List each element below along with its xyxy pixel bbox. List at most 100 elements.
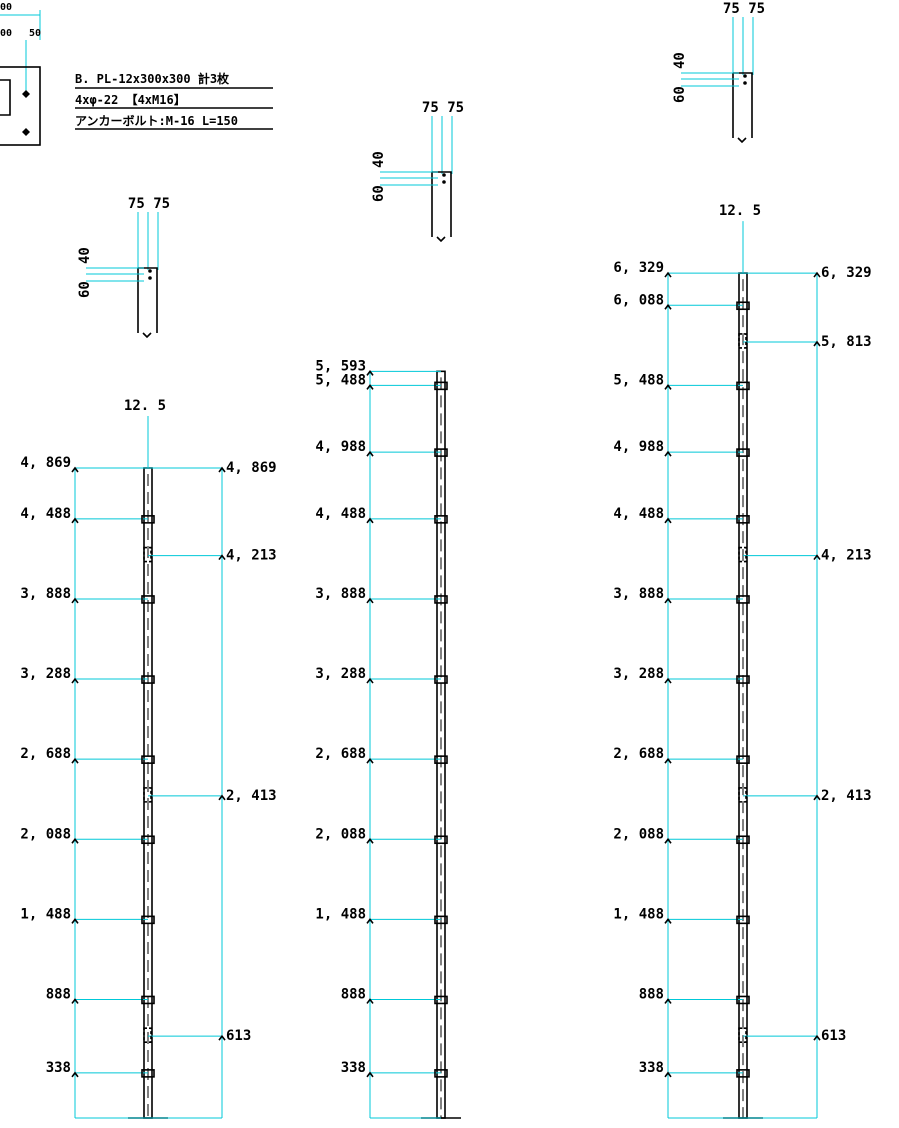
bolt <box>148 269 152 273</box>
post <box>732 72 753 144</box>
arrow <box>71 677 79 684</box>
arrow <box>71 517 79 524</box>
connector <box>736 515 750 524</box>
connector <box>434 515 448 524</box>
connector <box>141 915 155 925</box>
bracket <box>738 546 747 563</box>
level-label: 4, 869 <box>226 460 277 476</box>
level-label: 6, 329 <box>821 265 872 281</box>
level-label: 5, 593 <box>315 358 366 374</box>
level-label: 6, 088 <box>613 292 664 308</box>
bolt <box>148 276 152 280</box>
level-label: 1, 488 <box>315 906 366 922</box>
bracket <box>738 333 747 349</box>
bolt <box>743 81 747 85</box>
dim-text: 40 <box>672 52 688 69</box>
dim-text: 00 <box>0 28 12 39</box>
arrow <box>218 1034 226 1041</box>
dim-text: 40 <box>371 151 387 168</box>
arrow <box>366 517 374 524</box>
arrow <box>71 998 79 1004</box>
plate-detail: 00 00 50 B. PL-12x300x300 計3枚 4xφ-22 【4x… <box>0 2 273 146</box>
level-label: 4, 988 <box>613 439 664 455</box>
level-label: 888 <box>46 986 71 1002</box>
dim-text: 75 75 <box>422 100 464 116</box>
level-label: 4, 488 <box>20 506 71 522</box>
arrow <box>664 837 672 844</box>
note: 4xφ-22 【4xM16】 <box>75 92 186 107</box>
dim-text: 60 <box>672 86 688 103</box>
dim-text: 00 <box>0 2 12 13</box>
connector <box>736 755 750 764</box>
connector <box>434 448 448 457</box>
connector <box>736 381 750 391</box>
level-label: 5, 488 <box>315 372 366 388</box>
level-label: 3, 288 <box>315 666 366 682</box>
level-label: 1, 488 <box>613 906 664 922</box>
level-label: 3, 288 <box>613 666 664 682</box>
dim-text: 12. 5 <box>124 398 166 414</box>
level-label: 2, 688 <box>613 746 664 762</box>
arrow <box>366 757 374 764</box>
level-label: 4, 869 <box>20 455 71 471</box>
level-label: 3, 888 <box>315 586 366 602</box>
level-label: 338 <box>341 1060 366 1076</box>
arrow <box>366 370 374 376</box>
arrow <box>218 554 226 561</box>
arrow <box>366 677 374 684</box>
connector <box>141 835 155 845</box>
arrow <box>664 517 672 524</box>
arrow <box>366 918 374 924</box>
level-label: 4, 488 <box>613 506 664 522</box>
bolt <box>442 173 446 177</box>
connector <box>736 595 750 604</box>
dim-text: 60 <box>371 185 387 202</box>
bracket <box>738 1027 747 1043</box>
connector <box>434 1069 448 1078</box>
bolt <box>442 180 446 184</box>
arrow <box>366 384 374 390</box>
post-section <box>0 79 11 116</box>
arrow <box>664 597 672 604</box>
level-label: 5, 488 <box>613 372 664 388</box>
level-label: 2, 413 <box>821 788 872 804</box>
connector <box>736 915 750 925</box>
connector <box>141 995 155 1005</box>
arrow <box>366 837 374 844</box>
arrow <box>218 466 226 473</box>
arrow <box>664 677 672 684</box>
level-label: 2, 688 <box>315 746 366 762</box>
connector <box>434 755 448 764</box>
arrow <box>366 597 374 604</box>
connector <box>141 1069 155 1078</box>
connector <box>141 515 155 524</box>
connector <box>141 675 155 684</box>
level-label: 4, 488 <box>315 506 366 522</box>
arrow <box>813 1034 821 1041</box>
arrow <box>664 271 672 278</box>
arrow <box>664 384 672 390</box>
bolt <box>743 74 747 78</box>
base-plate <box>0 66 41 146</box>
bolt-holes <box>22 90 30 136</box>
arrow <box>366 1071 374 1078</box>
level-label: 4, 213 <box>821 548 872 564</box>
arrow <box>218 794 226 801</box>
connector <box>736 835 750 845</box>
level-label: 3, 888 <box>20 586 71 602</box>
level-label: 613 <box>226 1028 251 1044</box>
arrow <box>813 271 821 278</box>
arrow <box>71 918 79 924</box>
dim-text: 75 75 <box>723 1 765 17</box>
level-label: 3, 288 <box>20 666 71 682</box>
connector <box>736 1069 750 1078</box>
level-label: 4, 988 <box>315 439 366 455</box>
arrow <box>813 794 821 801</box>
level-label: 2, 088 <box>20 826 71 842</box>
arrow <box>71 466 79 473</box>
connector <box>141 755 155 764</box>
arrow <box>664 757 672 764</box>
connector <box>434 381 448 391</box>
bracket <box>143 1027 152 1043</box>
